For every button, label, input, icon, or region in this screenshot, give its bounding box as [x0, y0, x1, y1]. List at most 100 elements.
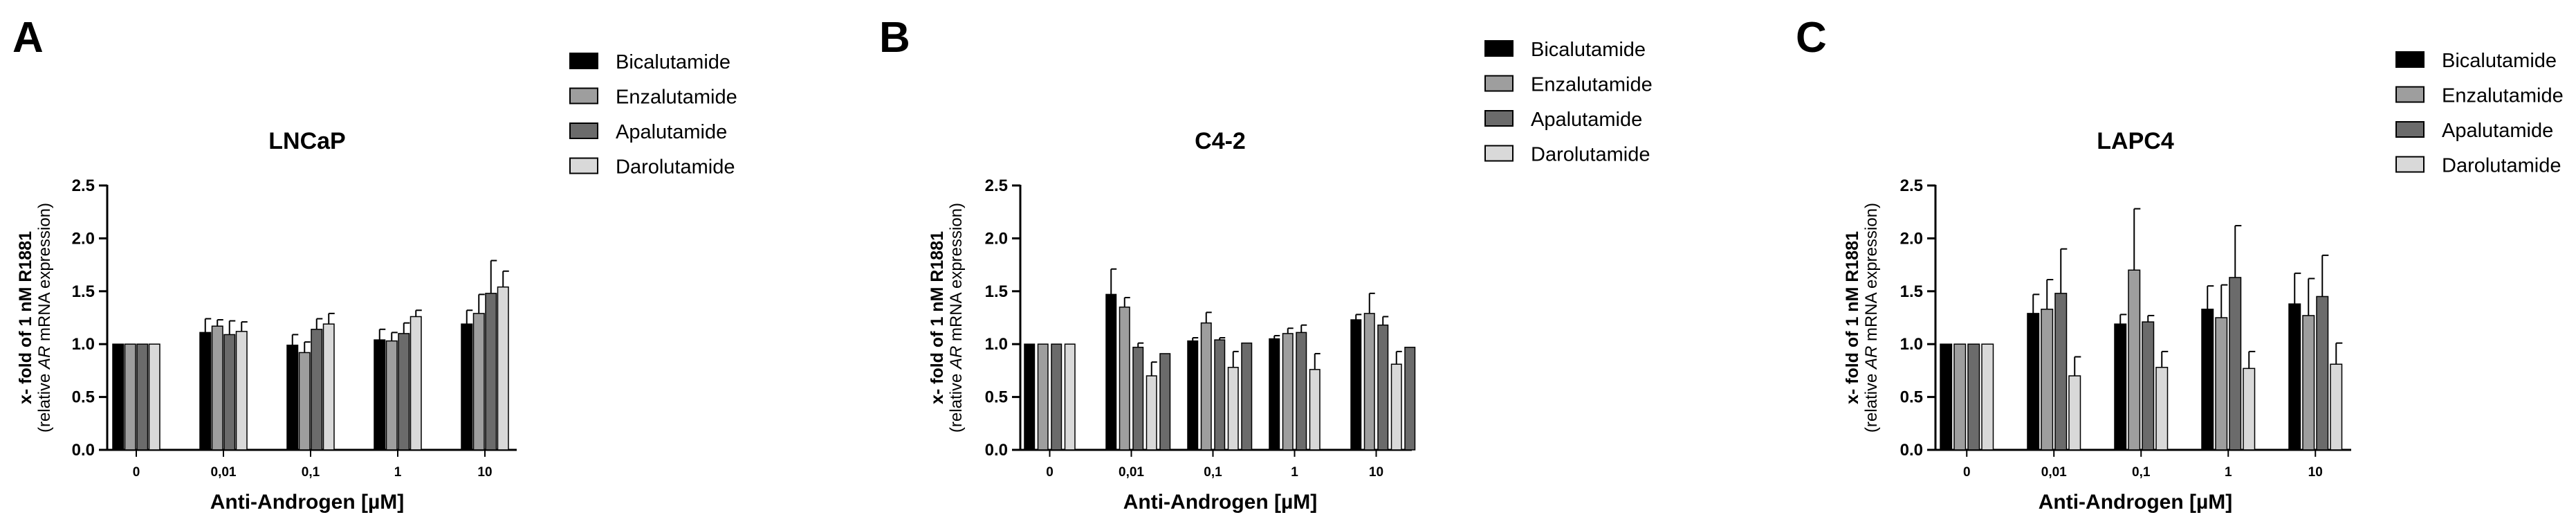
bar-darolutamide: [2155, 367, 2169, 451]
bar-darolutamide: [1064, 343, 1076, 451]
x-tick-label: 0: [133, 465, 140, 480]
bar-bicalutamide: [461, 323, 473, 451]
bar-enzalutamide: [1282, 333, 1294, 451]
y-tick-label: 0.5: [72, 388, 95, 407]
bar-darolutamide: [2068, 375, 2081, 451]
panel-letter: B: [879, 14, 910, 62]
bar-apalutamide: [1967, 343, 1980, 451]
bar-extra: [1241, 342, 1253, 451]
y-tick-label: 1.5: [1900, 282, 1923, 301]
bar-enzalutamide: [2302, 315, 2315, 451]
bar-apalutamide: [398, 333, 410, 451]
bar-bicalutamide: [199, 332, 212, 451]
x-tick-label: 10: [2308, 465, 2323, 480]
bar-bicalutamide: [1105, 293, 1117, 451]
x-axis-title: Anti-Androgen [µM]: [210, 491, 405, 514]
bar-apalutamide: [1132, 347, 1144, 451]
y-tick-label: 0.5: [985, 388, 1008, 407]
x-tick-label: 1: [394, 465, 402, 480]
bar-extra: [1159, 353, 1171, 451]
legend-swatch: [569, 157, 598, 174]
legend-label: Bicalutamide: [2442, 50, 2557, 72]
legend-label: Apalutamide: [616, 121, 727, 143]
bar-apalutamide: [2054, 293, 2068, 451]
bar-darolutamide: [1390, 363, 1402, 451]
bar-enzalutamide: [1363, 313, 1375, 451]
legend-swatch: [2395, 86, 2425, 103]
y-axis-subtitle-gene: AR: [35, 346, 54, 370]
bar-enzalutamide: [1119, 306, 1130, 451]
legend-swatch: [2395, 156, 2425, 173]
chart-title: LNCaP: [268, 128, 345, 154]
legend-label: Darolutamide: [1531, 144, 1650, 166]
y-axis-subtitle-gene: AR: [1862, 346, 1881, 370]
y-axis-subtitle-post: mRNA expression): [35, 203, 54, 346]
bar-apalutamide: [1377, 324, 1389, 451]
legend-swatch: [569, 87, 598, 105]
legend-swatch: [2395, 51, 2425, 68]
legend-swatch: [569, 53, 598, 69]
panel-letter: C: [1796, 14, 1827, 62]
legend-label: Enzalutamide: [1531, 74, 1653, 96]
bar-apalutamide: [1051, 343, 1062, 451]
legend-swatch: [1484, 110, 1514, 127]
bar-darolutamide: [235, 331, 248, 451]
chart-panel-a: A LNCaP 0.0 0.5 1.0 1.5 2.0 2.5 0 0,01 0,1 1 10 Anti-…: [12, 14, 737, 514]
x-tick-label: 0,01: [2041, 465, 2067, 480]
x-tick-label: 1: [1291, 465, 1298, 480]
bar-apalutamide: [485, 293, 497, 451]
y-tick-label: 0.0: [1900, 441, 1923, 460]
y-axis-subtitle-gene: AR: [947, 346, 966, 370]
bar-darolutamide: [2243, 368, 2256, 451]
chart-panel-b: B C4-2 0.0 0.5 1.0 1.5 2.0 2.5 0 0,01 0,1 1 10 Anti-A…: [879, 14, 1653, 514]
bar-darolutamide: [322, 323, 335, 451]
bar-darolutamide: [1981, 343, 1994, 451]
y-tick-label: 1.5: [72, 282, 95, 301]
x-tick-label: 0: [1963, 465, 1971, 480]
x-tick-label: 1: [2225, 465, 2232, 480]
y-tick-label: 0.0: [72, 441, 95, 460]
bar-enzalutamide: [2041, 309, 2054, 451]
legend-label: Apalutamide: [1531, 109, 1642, 131]
y-axis-title: x- fold of 1 nM R1881: [928, 231, 947, 404]
y-tick-label: 1.0: [1900, 335, 1923, 354]
bar-enzalutamide: [124, 343, 136, 451]
chart-panel-c: C LAPC4 0.0 0.5 1.0 1.5 2.0 2.5 0 0,01 0,1 1 10 Anti-…: [1796, 14, 2564, 514]
bar-bicalutamide: [1187, 340, 1199, 451]
bar-bicalutamide: [2201, 309, 2214, 451]
legend-swatch: [1484, 75, 1514, 92]
x-tick-label: 0,1: [302, 465, 320, 480]
x-tick-label: 0,01: [211, 465, 237, 480]
bar-darolutamide: [148, 343, 160, 451]
y-axis-subtitle: (relative AR mRNA expression): [1862, 203, 1881, 433]
bar-enzalutamide: [211, 325, 223, 451]
bar-apalutamide: [2229, 277, 2242, 451]
bar-darolutamide: [1309, 369, 1321, 451]
bar-bicalutamide: [2114, 323, 2127, 451]
bar-enzalutamide: [385, 340, 398, 451]
legend-label: Bicalutamide: [616, 51, 730, 73]
bar-darolutamide: [410, 316, 422, 451]
bar-enzalutamide: [298, 352, 311, 451]
x-tick-label: 10: [1369, 465, 1383, 480]
x-tick-label: 0,1: [1204, 465, 1222, 480]
x-axis-title: Anti-Androgen [µM]: [2039, 491, 2233, 514]
legend-swatch: [569, 123, 598, 139]
bar-darolutamide: [1227, 367, 1239, 451]
y-axis-subtitle-pre: (relative: [1862, 369, 1881, 433]
legend-swatch: [1484, 40, 1514, 57]
bar-apalutamide: [2142, 321, 2155, 451]
bar-bicalutamide: [1269, 338, 1280, 451]
y-tick-label: 2.5: [985, 176, 1008, 195]
y-tick-label: 2.0: [985, 229, 1008, 248]
x-axis-title: Anti-Androgen [µM]: [1123, 491, 1318, 514]
bar-bicalutamide: [374, 339, 386, 451]
bar-darolutamide: [1146, 375, 1157, 451]
bar-enzalutamide: [2215, 317, 2228, 451]
panel-letter: A: [12, 14, 44, 62]
bar-apalutamide: [311, 329, 323, 451]
x-tick-label: 0,1: [2132, 465, 2151, 480]
legend-label: Enzalutamide: [616, 87, 737, 109]
y-axis-subtitle-post: mRNA expression): [1862, 203, 1881, 346]
